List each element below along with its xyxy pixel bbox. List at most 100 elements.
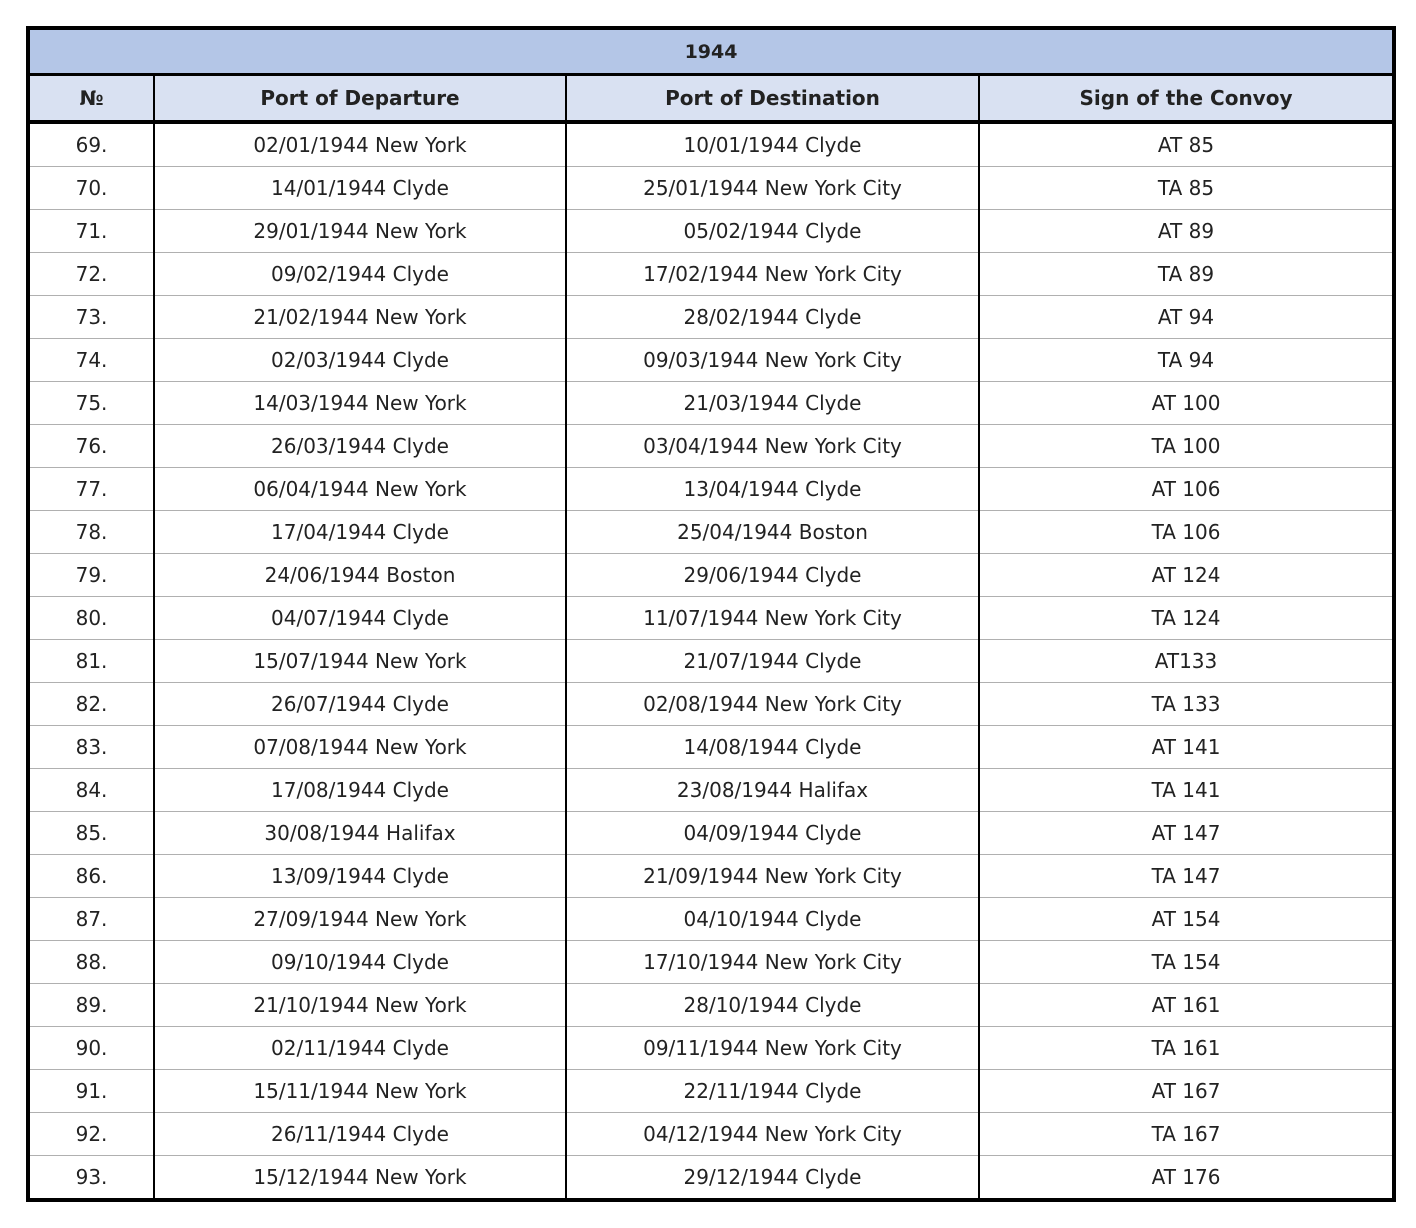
table-cell: AT 89	[977, 209, 1395, 253]
table-cell: 02/11/1944 Clyde	[153, 1026, 566, 1070]
table-row: 88. 09/10/1944 Clyde 17/10/1944 New York C…	[28, 940, 1395, 984]
table-cell: 88.	[28, 940, 154, 984]
table-title: 1944	[28, 28, 1395, 76]
table-cell: AT 167	[977, 1069, 1395, 1113]
table-row: 73. 21/02/1944 New York 28/02/1944 Clyde AT…	[28, 295, 1395, 339]
column-header: Port of Destination	[565, 74, 979, 124]
table-cell: 04/12/1944 New York City	[565, 1112, 979, 1156]
table-cell: 76.	[28, 424, 154, 468]
table-row: 72. 09/02/1944 Clyde 17/02/1944 New York C…	[28, 252, 1395, 296]
table-row: 69. 02/01/1944 New York 10/01/1944 Clyde AT…	[28, 122, 1395, 167]
table-cell: 25/04/1944 Boston	[565, 510, 979, 554]
table-cell: 25/01/1944 New York City	[565, 166, 979, 210]
table-row: 78. 17/04/1944 Clyde 25/04/1944 Boston TA 1…	[28, 510, 1395, 554]
convoy-table: 1944 № Port of Departure Port of Destinati…	[26, 26, 1397, 1202]
table-cell: AT 85	[977, 122, 1395, 167]
table-cell: TA 89	[977, 252, 1395, 296]
table-cell: 23/08/1944 Halifax	[565, 768, 979, 812]
table-cell: AT 94	[977, 295, 1395, 339]
table-cell: 86.	[28, 854, 154, 898]
table-cell: 04/07/1944 Clyde	[153, 596, 566, 640]
table-cell: 26/07/1944 Clyde	[153, 682, 566, 726]
table-cell: 26/11/1944 Clyde	[153, 1112, 566, 1156]
table-cell: 80.	[28, 596, 154, 640]
table-cell: 15/12/1944 New York	[153, 1155, 566, 1200]
table-cell: AT 154	[977, 897, 1395, 941]
table-cell: 89.	[28, 983, 154, 1027]
table-cell: AT 106	[977, 467, 1395, 511]
table-row: 82. 26/07/1944 Clyde 02/08/1944 New York C…	[28, 682, 1395, 726]
table-cell: 21/09/1944 New York City	[565, 854, 979, 898]
table-cell: 84.	[28, 768, 154, 812]
table-cell: 74.	[28, 338, 154, 382]
table-cell: 14/01/1944 Clyde	[153, 166, 566, 210]
table-cell: 28/02/1944 Clyde	[565, 295, 979, 339]
table-cell: 05/02/1944 Clyde	[565, 209, 979, 253]
table-cell: 93.	[28, 1155, 154, 1200]
table-cell: 13/04/1944 Clyde	[565, 467, 979, 511]
table-cell: 21/02/1944 New York	[153, 295, 566, 339]
table-cell: 29/12/1944 Clyde	[565, 1155, 979, 1200]
table-cell: 27/09/1944 New York	[153, 897, 566, 941]
title-row: 1944	[28, 28, 1395, 76]
table-row: 83. 07/08/1944 New York 14/08/1944 Clyde AT…	[28, 725, 1395, 769]
table-row: 92. 26/11/1944 Clyde 04/12/1944 New York C…	[28, 1112, 1395, 1156]
table-cell: 21/03/1944 Clyde	[565, 381, 979, 425]
table-cell: TA 94	[977, 338, 1395, 382]
column-header: Sign of the Convoy	[977, 74, 1395, 124]
table-cell: 15/11/1944 New York	[153, 1069, 566, 1113]
table-cell: 69.	[75, 133, 108, 157]
table-cell: 78.	[28, 510, 154, 554]
table-cell: TA 133	[977, 682, 1395, 726]
table-cell: TA 147	[977, 854, 1395, 898]
table-cell: 70.	[28, 166, 154, 210]
table-cell: 73.	[28, 295, 154, 339]
table-cell: 21/07/1944 Clyde	[565, 639, 979, 683]
table-cell: AT 100	[977, 381, 1395, 425]
column-header: №	[28, 74, 154, 124]
table-cell: AT133	[977, 639, 1395, 683]
table-cell: 22/11/1944 Clyde	[565, 1069, 979, 1113]
table-body: 69. 02/01/1944 New York 10/01/1944 Clyde AT…	[28, 122, 1395, 1200]
table-row: 76. 26/03/1944 Clyde 03/04/1944 New York C…	[28, 424, 1395, 468]
table-cell: 02/01/1944 New York	[153, 122, 566, 167]
table-cell: AT 176	[977, 1155, 1395, 1200]
table-cell: 07/08/1944 New York	[153, 725, 566, 769]
table-cell: 79.	[28, 553, 154, 597]
table-row: 79. 24/06/1944 Boston 29/06/1944 Clyde AT 1…	[28, 553, 1395, 597]
table-cell: 17/08/1944 Clyde	[153, 768, 566, 812]
table-cell: TA 124	[977, 596, 1395, 640]
table-row: 87. 27/09/1944 New York 04/10/1944 Clyde AT…	[28, 897, 1395, 941]
table-cell: 17/02/1944 New York City	[565, 252, 979, 296]
table-row: 84. 17/08/1944 Clyde 23/08/1944 Halifax TA …	[28, 768, 1395, 812]
table-cell: 24/06/1944 Boston	[153, 553, 566, 597]
table-cell: 04/10/1944 Clyde	[565, 897, 979, 941]
column-header: Port of Departure	[153, 74, 566, 124]
table-cell: 92.	[28, 1112, 154, 1156]
table-cell: AT 141	[977, 725, 1395, 769]
table-cell: 81.	[28, 639, 154, 683]
table-cell: 04/09/1944 Clyde	[565, 811, 979, 855]
table-cell: 09/02/1944 Clyde	[153, 252, 566, 296]
table-cell: 82.	[28, 682, 154, 726]
table-cell: 11/07/1944 New York City	[565, 596, 979, 640]
table-cell: AT 124	[977, 553, 1395, 597]
table-row: 77. 06/04/1944 New York 13/04/1944 Clyde AT…	[28, 467, 1395, 511]
table-cell: 77.	[28, 467, 154, 511]
table-cell: 29/01/1944 New York	[153, 209, 566, 253]
table-cell: 02/03/1944 Clyde	[153, 338, 566, 382]
table-cell: TA 141	[977, 768, 1395, 812]
table-cell: TA 106	[977, 510, 1395, 554]
table-cell: AT 147	[977, 811, 1395, 855]
table-cell: 91.	[28, 1069, 154, 1113]
table-row: 93. 15/12/1944 New York 29/12/1944 Clyde AT…	[28, 1155, 1395, 1200]
table-cell: 21/10/1944 New York	[153, 983, 566, 1027]
table-cell: 03/04/1944 New York City	[565, 424, 979, 468]
table-row: 75. 14/03/1944 New York 21/03/1944 Clyde AT…	[28, 381, 1395, 425]
table-cell: 15/07/1944 New York	[153, 639, 566, 683]
table-cell: TA 100	[977, 424, 1395, 468]
table-cell: 90.	[28, 1026, 154, 1070]
table-cell: TA 167	[977, 1112, 1395, 1156]
table-cell: 17/04/1944 Clyde	[153, 510, 566, 554]
table-cell: TA 161	[977, 1026, 1395, 1070]
